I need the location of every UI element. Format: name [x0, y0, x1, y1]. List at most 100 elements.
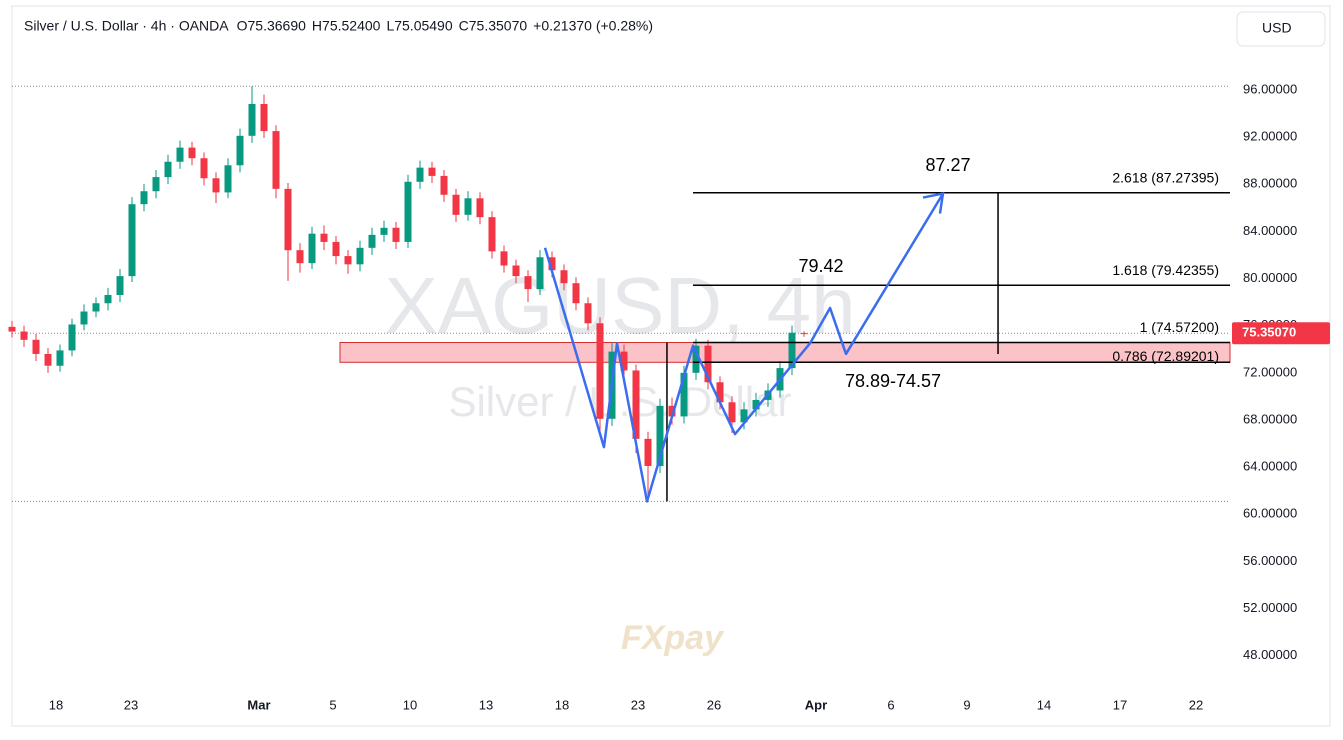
candle-body — [164, 161, 172, 178]
y-tick-label: 88.00000 — [1243, 176, 1297, 191]
candle-body — [272, 131, 280, 189]
y-tick-label: 96.00000 — [1243, 81, 1297, 96]
candle-body — [476, 198, 484, 218]
y-tick-label: 48.00000 — [1243, 647, 1297, 662]
candle-body — [692, 345, 700, 373]
candle-body — [32, 339, 40, 354]
fib-label: 2.618 (87.27395) — [1112, 169, 1219, 185]
x-tick-label: 5 — [329, 697, 336, 712]
candle-body — [212, 178, 220, 193]
candle-body — [560, 270, 568, 284]
candle-body — [596, 323, 604, 419]
candle-body — [548, 257, 556, 271]
x-tick-label: 17 — [1113, 697, 1127, 712]
candle-body — [128, 204, 136, 277]
candle-body — [788, 332, 796, 369]
y-tick-label: 56.00000 — [1243, 553, 1297, 568]
annotation: 78.89-74.57 — [845, 371, 941, 391]
x-tick-label: 9 — [963, 697, 970, 712]
x-tick-label: 23 — [631, 697, 645, 712]
candle-body — [656, 405, 664, 466]
fib-label: 1 (74.57200) — [1140, 319, 1219, 335]
ohlc-key: H — [312, 18, 322, 34]
logo: FXpay — [621, 619, 725, 657]
ohlc-key: C — [459, 18, 469, 34]
candle-body — [356, 247, 364, 265]
x-tick-label: 6 — [887, 697, 894, 712]
candle-body — [464, 198, 472, 215]
projection-path — [543, 192, 945, 503]
currency-button[interactable] — [1236, 11, 1326, 47]
candle-body — [92, 303, 100, 312]
candle-body — [320, 233, 328, 242]
candle-body — [200, 158, 208, 179]
x-tick-label: 18 — [555, 697, 569, 712]
watermark-subtitle: Silver / U.S. Dollar — [448, 378, 791, 425]
candle-body — [452, 194, 460, 215]
candle-body — [368, 234, 376, 248]
candle-body — [740, 409, 748, 423]
x-tick-label: 13 — [479, 697, 493, 712]
x-tick-label: 26 — [707, 697, 721, 712]
change: +0.21370 (+0.28%) — [533, 18, 653, 34]
x-tick-label: 18 — [49, 697, 63, 712]
candle-body — [716, 382, 724, 403]
ohlc-value: 75.05490 — [394, 18, 453, 34]
candle-body — [404, 181, 412, 242]
candle-body — [140, 191, 148, 205]
candle-body — [632, 370, 640, 439]
candle-body — [800, 333, 808, 335]
candle-body — [68, 324, 76, 351]
ohlc-value: 75.36690 — [248, 18, 307, 34]
candle-body — [392, 227, 400, 242]
annotation: 79.42 — [798, 256, 843, 276]
candle-body — [308, 233, 316, 264]
y-tick-label: 52.00000 — [1243, 600, 1297, 615]
candle-body — [188, 147, 196, 159]
candle-body — [500, 251, 508, 266]
candle-body — [644, 438, 652, 466]
candle-body — [704, 345, 712, 383]
candle-body — [80, 311, 88, 325]
arrow-head — [922, 192, 945, 214]
candle-body — [440, 175, 448, 195]
symbol-title: Silver / U.S. Dollar · 4h · OANDA — [24, 18, 229, 34]
candle-body — [248, 103, 256, 136]
candle-body — [260, 103, 268, 132]
candle-body — [8, 326, 16, 332]
x-tick-label: 22 — [1189, 697, 1203, 712]
candle-body — [176, 147, 184, 162]
candle-body — [332, 241, 340, 257]
y-tick-label: 60.00000 — [1243, 506, 1297, 521]
ohlc-key: O — [237, 18, 248, 34]
candle-body — [524, 276, 532, 290]
candle-body — [284, 188, 292, 251]
candle-body — [668, 405, 676, 417]
candle-body — [224, 165, 232, 193]
currency[interactable]: USD — [1262, 20, 1292, 36]
candle-body — [236, 135, 244, 166]
fib-label: 1.618 (79.42355) — [1112, 262, 1219, 278]
fib-label: 0.786 (72.89201) — [1112, 348, 1219, 364]
candle-body — [152, 177, 160, 192]
x-tick-label: 14 — [1037, 697, 1051, 712]
y-tick-label: 72.00000 — [1243, 364, 1297, 379]
candle-body — [104, 294, 112, 304]
y-tick-label: 92.00000 — [1243, 128, 1297, 143]
candle-body — [44, 353, 52, 366]
support-zone — [339, 341, 1231, 363]
candle-body — [416, 167, 424, 182]
ohlc-key: L — [386, 18, 394, 34]
frame — [11, 5, 1331, 727]
candle-body — [116, 276, 124, 295]
x-tick-label: 23 — [124, 697, 138, 712]
x-tick-label: Mar — [247, 697, 270, 712]
y-tick-label: 80.00000 — [1243, 270, 1297, 285]
ohlc-value: 75.52400 — [322, 18, 381, 34]
candle-body — [512, 265, 520, 277]
candle-body — [584, 303, 592, 324]
y-tick-label: 84.00000 — [1243, 223, 1297, 238]
annotation: 87.27 — [925, 155, 970, 175]
